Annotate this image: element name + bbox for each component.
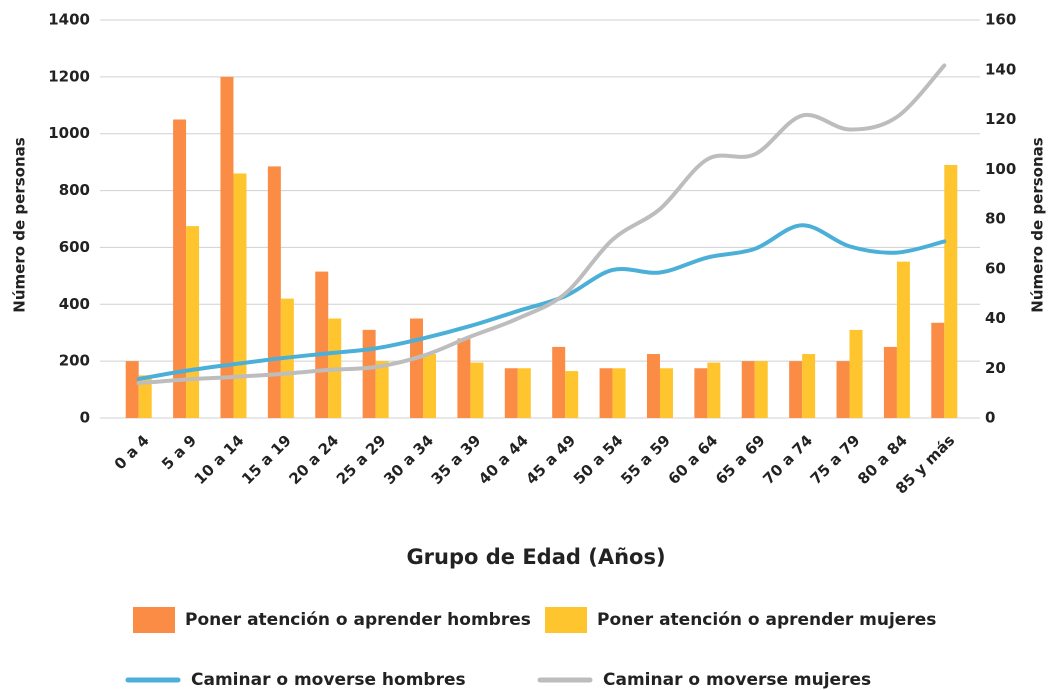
bar: [233, 173, 247, 418]
x-tick-label: 5 a 9: [158, 431, 200, 473]
y2-tick-label: 160: [985, 11, 1016, 29]
bar: [138, 375, 152, 418]
bar: [267, 166, 281, 418]
x-tick-label: 50 a 54: [570, 431, 627, 488]
bar: [802, 354, 816, 418]
y-tick-label: 1400: [48, 11, 90, 29]
x-tick-label: 20 a 24: [285, 431, 342, 488]
y-tick-label: 400: [59, 295, 90, 313]
legend-swatch: [133, 607, 175, 633]
bar: [173, 119, 187, 418]
bar: [362, 329, 376, 418]
y-tick-label: 0: [80, 409, 90, 427]
bar: [612, 368, 626, 418]
y-tick-label: 1200: [48, 67, 90, 85]
bar: [896, 261, 910, 418]
x-tick-label: 35 a 39: [428, 431, 485, 488]
bar: [410, 318, 424, 418]
bar: [599, 368, 613, 418]
bar: [565, 371, 579, 418]
bar: [552, 346, 566, 418]
bar: [883, 346, 897, 418]
x-tick-label: 70 a 74: [759, 431, 816, 488]
bar: [423, 354, 437, 418]
legend-label: Caminar o moverse hombres: [191, 670, 466, 690]
bar: [849, 329, 863, 418]
legend-swatch: [545, 607, 587, 633]
line: [136, 63, 947, 386]
bar: [754, 361, 768, 418]
bar: [375, 361, 389, 418]
y-tick-label: 600: [59, 238, 90, 256]
legend-label: Poner atención o aprender mujeres: [597, 610, 936, 630]
bar: [836, 361, 850, 418]
line: [136, 223, 947, 381]
y2-tick-label: 20: [985, 359, 1006, 377]
y-tick-label: 800: [59, 181, 90, 199]
y2-tick-label: 40: [985, 309, 1006, 327]
x-tick-label: 75 a 79: [807, 431, 864, 488]
bar: [694, 368, 708, 418]
y-tick-label: 1000: [48, 124, 90, 142]
bar: [707, 362, 721, 418]
bar: [944, 164, 958, 418]
y-tick-label: 200: [59, 352, 90, 370]
bar: [504, 368, 518, 418]
bar: [457, 338, 471, 418]
x-tick-label: 25 a 29: [333, 431, 390, 488]
bar: [517, 368, 531, 418]
y2-axis-title: Número de personas: [1029, 137, 1047, 312]
bar: [659, 368, 673, 418]
y2-tick-label: 60: [985, 259, 1006, 277]
y-axis-title: Número de personas: [11, 137, 29, 312]
x-tick-label: 60 a 64: [665, 431, 722, 488]
x-tick-label: 45 a 49: [522, 431, 579, 488]
x-tick-label: 10 a 14: [191, 431, 248, 488]
bar: [931, 322, 945, 418]
bar: [741, 361, 755, 418]
y2-tick-label: 140: [985, 60, 1016, 78]
y2-tick-label: 80: [985, 210, 1006, 228]
x-tick-label: 40 a 44: [475, 431, 532, 488]
x-tick-label: 15 a 19: [238, 431, 295, 488]
x-tick-label: 65 a 69: [712, 431, 769, 488]
bar: [646, 354, 660, 418]
bar: [220, 76, 234, 418]
bar: [125, 361, 139, 418]
y2-tick-label: 120: [985, 110, 1016, 128]
legend-label: Caminar o moverse mujeres: [603, 670, 871, 690]
x-tick-label: 55 a 59: [617, 431, 674, 488]
bar: [186, 226, 200, 418]
bar: [789, 361, 803, 418]
y2-tick-label: 0: [985, 409, 995, 427]
legend-label: Poner atención o aprender hombres: [185, 610, 531, 630]
bar: [470, 362, 484, 418]
y2-tick-label: 100: [985, 160, 1016, 178]
x-tick-label: 0 a 4: [111, 431, 153, 473]
x-tick-label: 30 a 34: [380, 431, 437, 488]
x-axis-title: Grupo de Edad (Años): [406, 545, 665, 569]
bar: [315, 271, 329, 418]
